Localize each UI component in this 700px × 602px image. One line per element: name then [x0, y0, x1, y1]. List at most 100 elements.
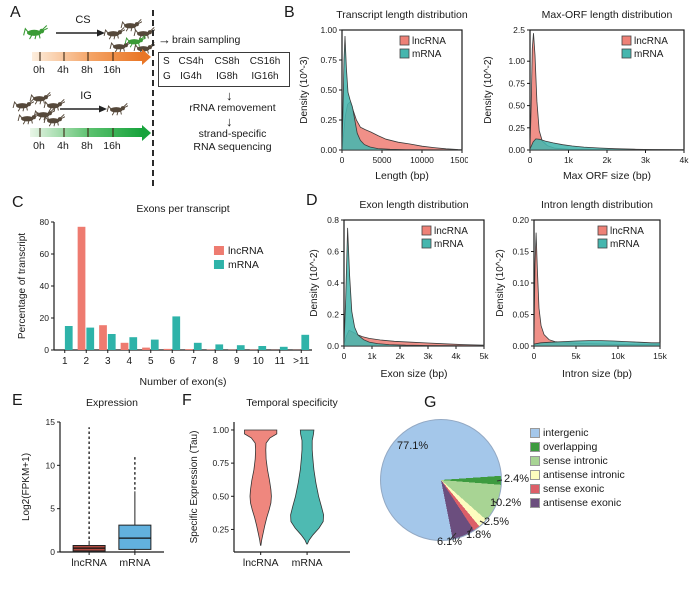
tick-label: 4k — [452, 351, 462, 361]
tick-label: 1k — [564, 155, 574, 165]
sample-cell: IG4h — [180, 70, 202, 82]
density-area-lncRNA — [533, 232, 661, 347]
grasshopper-icon — [23, 25, 48, 40]
sample-cell: S — [163, 56, 170, 67]
bar-lncRNA — [99, 325, 107, 350]
legend-swatch — [530, 498, 540, 508]
pie-pct-antisense-exonic: 6.1% — [437, 536, 463, 548]
cs-timeline-arrow — [32, 48, 151, 65]
tick-label: 1.00 — [508, 56, 525, 66]
chart-title: Temporal specificity — [246, 397, 338, 409]
tick-label: 0.2 — [327, 310, 339, 320]
max-orf-length-chart: Max-ORF length distribution Density (10^-… — [480, 6, 696, 184]
brain-sampling-step: brain sampling — [172, 34, 241, 46]
pie-legend-item: intergenic — [530, 426, 625, 440]
expression-boxplot: Expression Log2(FPKM+1) 0 5 10 15 lncRNA mRNA — [18, 394, 186, 592]
chart-title: Max-ORF length distribution — [542, 9, 673, 21]
tick-label: 0.25 — [508, 123, 525, 133]
legend-swatch — [530, 456, 540, 466]
legend-swatch — [421, 225, 432, 236]
panel-label-d: D — [306, 192, 318, 209]
tick-label: 0 — [340, 155, 345, 165]
tick-label: 5000 — [373, 155, 392, 165]
bar-mRNA — [150, 339, 159, 350]
temporal-specificity-violin: Temporal specificity Specific Expression … — [186, 394, 390, 592]
tick-label: 0 — [532, 351, 537, 361]
grasshopper-icon — [120, 19, 143, 32]
panel-label-f: F — [182, 392, 192, 409]
tick-label: 15k — [653, 351, 667, 361]
grasshopper-icon — [124, 35, 147, 48]
chart-title: Exons per transcript — [136, 203, 229, 215]
sample-cell: G — [163, 70, 171, 82]
exon-length-svg: Exon length distribution Density (10^-2) E… — [309, 199, 489, 380]
tick-label: 0.20 — [512, 215, 529, 225]
x-axis-label: Number of exon(s) — [140, 376, 227, 388]
legend-swatch — [530, 484, 540, 494]
cs-time-4h: 4h — [57, 64, 69, 76]
grasshopper-icon-wrap — [43, 113, 66, 132]
y-axis-label: Log2(FPKM+1) — [21, 453, 32, 521]
panel-label-a: A — [10, 4, 21, 21]
exon-length-chart: Exon length distribution Density (10^-2) E… — [306, 196, 492, 382]
tick-label: 20 — [40, 313, 50, 323]
pie-legend: intergenic overlapping sense intronic antis… — [530, 426, 625, 510]
tick-label: 6 — [169, 356, 175, 367]
chart-title: Exon length distribution — [359, 199, 468, 211]
cs-time-0h: 0h — [33, 64, 45, 76]
sequencing-step-line2: RNA sequencing — [193, 141, 272, 153]
tick-label: 0.00 — [512, 341, 529, 351]
legend-label: mRNA — [610, 239, 640, 250]
pie-legend-item: sense intronic — [530, 454, 625, 468]
sample-cell: IG16h — [251, 70, 279, 82]
transcript-length-chart: Transcript length distribution Density (1… — [296, 6, 474, 184]
exons-per-transcript-svg: Exons per transcript Percentage of transc… — [17, 203, 312, 388]
tick-label: mRNA — [292, 557, 323, 569]
ig-arrow-label: IG — [80, 90, 92, 102]
density-area-mRNA — [533, 340, 661, 347]
pie-pct-intergenic: 77.1% — [397, 440, 429, 452]
tick-label: 5k — [572, 351, 582, 361]
tick-label: 4 — [126, 356, 132, 367]
cs-arrow-label: CS — [75, 14, 91, 26]
cs-arrow-icon — [56, 29, 105, 37]
panel-label-b: B — [284, 4, 295, 21]
tick-label: 4k — [680, 155, 690, 165]
grasshopper-icon — [103, 27, 126, 40]
grasshopper-icon-wrap — [43, 98, 66, 117]
expression-svg: Expression Log2(FPKM+1) 0 5 10 15 lncRNA mRNA — [21, 397, 164, 569]
legend-swatch — [621, 48, 632, 59]
x-axis-label: Length (bp) — [375, 170, 429, 182]
sample-row-ig: G IG4h IG8h IG16h — [163, 70, 285, 85]
density-area-mRNA — [343, 227, 485, 347]
pie-pct-antisense-intronic: 2.5% — [484, 516, 510, 528]
tick-label: 0 — [44, 345, 49, 355]
legend-label: sense intronic — [543, 455, 608, 467]
legend-label: intergenic — [543, 427, 589, 439]
pie-legend-item: sense exonic — [530, 482, 625, 496]
tick-label: >11 — [293, 356, 310, 367]
tick-label: 1.00 — [320, 25, 337, 35]
tick-label: 0.00 — [320, 145, 337, 155]
grasshopper-solitary-green — [22, 24, 48, 45]
ig-time-8h: 8h — [81, 140, 93, 152]
legend-swatch — [213, 260, 224, 269]
tick-label: 0.75 — [320, 55, 337, 65]
tick-label: 40 — [40, 281, 50, 291]
tick-label: 0.50 — [320, 85, 337, 95]
bar-mRNA — [172, 316, 181, 350]
intron-length-chart: Intron length distribution Density (10^-2… — [492, 196, 696, 382]
tick-label: 60 — [40, 249, 50, 259]
grasshopper-group-crowded — [103, 12, 156, 58]
grasshopper-icon — [106, 103, 129, 116]
bar-mRNA — [64, 326, 73, 350]
tick-label: 10 — [46, 460, 56, 470]
bar-lncRNA — [120, 342, 129, 350]
tick-label: 10k — [611, 351, 625, 361]
lncRNA-classification-pie — [380, 419, 502, 541]
bar-mRNA — [86, 327, 95, 350]
pie-legend-item: antisense exonic — [530, 496, 625, 510]
sequencing-step-line1: strand-specific — [198, 128, 267, 140]
tick-label: 1k — [368, 351, 378, 361]
